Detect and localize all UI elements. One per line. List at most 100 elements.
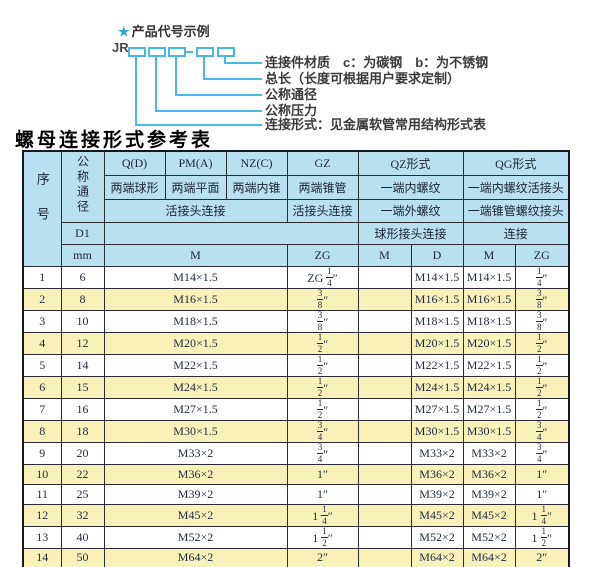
cell-qz_d: M30×1.5: [410, 419, 464, 443]
cell-dn: 20: [60, 441, 105, 465]
header-blank: [103, 221, 359, 245]
cell-qz_m: [357, 265, 412, 289]
table-body: 1 6 M14×1.5 ZG 1 4 ″ M14×1.5 M14×1.5 1 4 ″ 2 8 M16×1.…: [22, 265, 570, 567]
cell-qz_m: [357, 309, 412, 333]
cell-gz: 3 4 ″: [286, 441, 359, 465]
header-col-nz: NZ(C): [225, 150, 288, 176]
cell-qg_zg: 1 2 ″: [514, 353, 570, 377]
header-col-pm: PM(A): [164, 150, 227, 176]
cell-qg_zg: 1 1 4 ″: [514, 503, 570, 527]
leader-line: [155, 55, 157, 112]
cell-qg_m: M39×2: [462, 483, 516, 505]
cell-dn: 18: [60, 419, 105, 443]
cell-qg_m: M14×1.5: [462, 265, 516, 289]
header-seq: 序号: [22, 150, 62, 267]
cell-no: 1: [22, 265, 62, 289]
cell-gz: 1 2 ″: [286, 397, 359, 421]
cell-qz_m: [357, 463, 412, 485]
cell-no: 4: [22, 331, 62, 355]
cell-qz_d: M20×1.5: [410, 331, 464, 355]
table-row: 8 18 M30×1.5 3 4 ″ M30×1.5 M30×1.5 3 4 ″: [22, 419, 570, 443]
header-dn: 公称通径: [60, 150, 105, 223]
header-qz-m: M: [357, 243, 412, 267]
header-gz-unit: ZG: [286, 243, 359, 267]
cell-dn: 15: [60, 375, 105, 399]
cell-gz: 1 2 ″: [286, 353, 359, 377]
cell-qg_m: M45×2: [462, 503, 516, 527]
code-box-5: [217, 47, 235, 57]
cell-qz_m: [357, 547, 412, 567]
cell-dn: 25: [60, 483, 105, 505]
cell-gz: 1 2 ″: [286, 375, 359, 399]
heading-text: 产品代号示例: [131, 24, 210, 39]
table-row: 3 10 M18×1.5 3 8 ″ M18×1.5 M18×1.5 3 8 ″: [22, 309, 570, 333]
code-label-material: 连接件材质 c：为碳钢 b：为不锈钢: [265, 55, 489, 70]
cell-dn: 40: [60, 525, 105, 549]
cell-qz_m: [357, 525, 412, 549]
header-qg-m: M: [462, 243, 516, 267]
cell-no: 14: [22, 547, 62, 567]
cell-no: 13: [22, 525, 62, 549]
cell-qz_m: [357, 287, 412, 311]
code-box-1: [128, 47, 146, 57]
header-qg-conn: 连接: [462, 221, 570, 245]
table-row: 12 32 M45×2 1 1 4 ″ M45×2 M45×2 1 1 4 ″: [22, 503, 570, 527]
cell-qg_m: M30×1.5: [462, 419, 516, 443]
header-m-unit: M: [103, 243, 288, 267]
cell-gz: 1 2 ″: [286, 331, 359, 355]
cell-qz_d: M33×2: [410, 441, 464, 465]
header-mm: mm: [60, 243, 105, 267]
cell-m: M24×1.5: [103, 375, 288, 399]
cell-dn: 6: [60, 265, 105, 289]
code-label-diameter: 公称通径: [265, 87, 318, 102]
cell-qz_d: M36×2: [410, 463, 464, 485]
cell-qg_m: M24×1.5: [462, 375, 516, 399]
table-row: 4 12 M20×1.5 1 2 ″ M20×1.5 M20×1.5 1 2 ″: [22, 331, 570, 355]
cell-qg_zg: 1 4 ″: [514, 265, 570, 289]
header-qz-desc1: 一端内螺纹: [357, 174, 464, 200]
leader-line: [135, 55, 137, 126]
cell-qg_m: M22×1.5: [462, 353, 516, 377]
cell-qz_d: M27×1.5: [410, 397, 464, 421]
code-dash: [184, 51, 193, 53]
code-box-2: [148, 47, 166, 57]
leader-line: [175, 94, 262, 96]
cell-dn: 12: [60, 331, 105, 355]
cell-gz: 3 8 ″: [286, 309, 359, 333]
cell-m: M33×2: [103, 441, 288, 465]
cell-no: 7: [22, 397, 62, 421]
star-icon: ★: [118, 24, 130, 39]
cell-qz_m: [357, 419, 412, 443]
code-prefix: JR: [112, 40, 129, 55]
cell-qz_d: M64×2: [410, 547, 464, 567]
cell-qg_zg: 2″: [514, 547, 570, 567]
header-qg-zg: ZG: [514, 243, 570, 267]
cell-qg_zg: 1″: [514, 483, 570, 505]
cell-no: 3: [22, 309, 62, 333]
header-col-gz: GZ: [286, 150, 359, 176]
cell-dn: 14: [60, 353, 105, 377]
cell-qg_m: M27×1.5: [462, 397, 516, 421]
cell-gz: 1″: [286, 463, 359, 485]
leader-line: [155, 110, 262, 112]
table-title: 螺母连接形式参考表: [15, 129, 214, 151]
cell-dn: 50: [60, 547, 105, 567]
header-qz-desc2: 一端外螺纹: [357, 198, 464, 223]
leader-line: [203, 78, 262, 80]
cell-dn: 10: [60, 309, 105, 333]
cell-m: M30×1.5: [103, 419, 288, 443]
table-row: 1 6 M14×1.5 ZG 1 4 ″ M14×1.5 M14×1.5 1 4 ″: [22, 265, 570, 289]
header-gz-desc: 两端锥管: [286, 174, 359, 200]
cell-qg_m: M64×2: [462, 547, 516, 567]
table-row: 11 25 M39×2 1″ M39×2 M39×2 1″: [22, 483, 570, 505]
cell-qz_d: M39×2: [410, 483, 464, 505]
cell-qg_zg: 3 8 ″: [514, 309, 570, 333]
header-pm-desc: 两端平面: [164, 174, 227, 200]
cell-qg_zg: 3 4 ″: [514, 441, 570, 465]
leader-line: [175, 55, 177, 96]
cell-qg_m: M16×1.5: [462, 287, 516, 311]
cell-qz_d: M45×2: [410, 503, 464, 527]
cell-no: 5: [22, 353, 62, 377]
cell-qg_zg: 1″: [514, 463, 570, 485]
